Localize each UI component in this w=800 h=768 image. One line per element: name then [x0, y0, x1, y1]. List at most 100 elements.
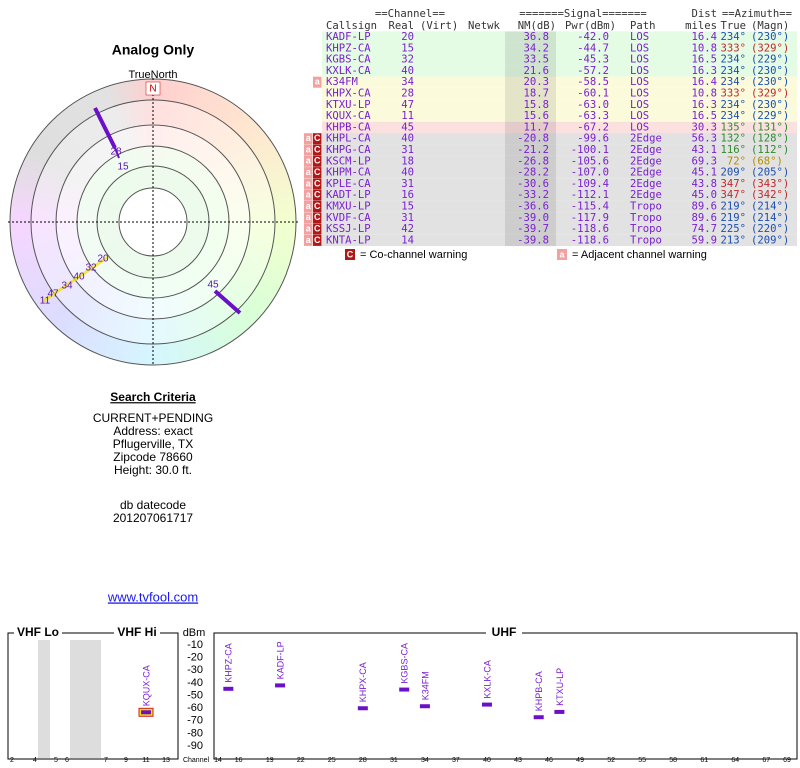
distance: 43.1 — [691, 144, 717, 156]
co-channel-flag: C — [314, 235, 321, 245]
path: 2Edge — [630, 155, 662, 167]
adjacent-icon — [304, 133, 313, 145]
x-tick-label: 6 — [65, 757, 69, 764]
co-channel-text: = Co-channel warning — [360, 249, 467, 261]
row-background — [322, 99, 797, 111]
distance: 43.8 — [691, 178, 717, 190]
path: Tropo — [630, 201, 662, 213]
x-tick-label: 40 — [483, 757, 491, 764]
band-label: UHF — [492, 625, 517, 639]
site-link[interactable]: www.tvfool.com — [107, 589, 198, 604]
azimuth-true: 234° — [720, 65, 746, 77]
callsign: KADF-LP — [326, 31, 371, 43]
vhf-gap — [38, 640, 50, 758]
row-background — [322, 166, 797, 179]
adjacent-flag: a — [306, 156, 312, 166]
real-channel: 16 — [401, 189, 414, 201]
callsign: KGBS-CA — [326, 54, 371, 66]
callsign: KHPB-CA — [326, 121, 371, 133]
x-axis-label: Channel — [183, 757, 210, 764]
power: -112.1 — [571, 189, 609, 201]
co-channel-icon — [313, 133, 322, 145]
noise-margin: -28.2 — [517, 167, 549, 179]
vhf-gap — [70, 640, 101, 758]
azimuth-true: 116° — [720, 144, 746, 156]
power: -60.1 — [577, 88, 609, 100]
azimuth-magnetic: (229°) — [751, 54, 789, 66]
noise-margin: -21.2 — [517, 144, 549, 156]
co-channel-icon — [313, 144, 322, 156]
search-line: CURRENT+PENDING — [93, 411, 213, 425]
co-channel-icon — [313, 234, 322, 246]
real-channel: 34 — [401, 76, 414, 88]
azimuth-true: 219° — [720, 201, 746, 213]
callsign: KNTA-LP — [326, 234, 371, 246]
x-tick-label: 11 — [142, 757, 149, 764]
north-box — [145, 81, 161, 96]
station-spoke — [41, 255, 109, 304]
path: LOS — [630, 42, 649, 54]
co-channel-icon — [313, 201, 322, 212]
row-background — [322, 76, 797, 88]
vhf-frame — [7, 632, 179, 760]
azimuth-magnetic: (205°) — [751, 167, 789, 179]
callsign: KHPZ-CA — [326, 42, 371, 54]
x-tick-label: 49 — [576, 757, 584, 764]
distance: 69.3 — [691, 155, 717, 167]
row-background — [322, 155, 797, 167]
distance: 16.3 — [691, 65, 717, 77]
group-header: ==Channel== — [375, 8, 445, 20]
row-background — [322, 212, 797, 224]
azimuth-magnetic: (329°) — [751, 88, 789, 100]
co-channel-icon — [313, 178, 322, 190]
x-tick-label: 64 — [731, 757, 739, 764]
x-tick-label: 37 — [452, 757, 460, 764]
azimuth-true: 219° — [720, 212, 746, 224]
adjacent-flag: a — [306, 235, 312, 245]
co-channel-flag: C — [314, 178, 321, 188]
adjacent-text: = Adjacent channel warning — [572, 249, 707, 261]
station-spoke — [114, 147, 120, 159]
adjacent-flag: a — [306, 144, 312, 154]
db-line: db datecode — [120, 498, 186, 512]
polar-channel-label: 11 — [40, 296, 51, 307]
row-background — [322, 234, 797, 247]
path: 2Edge — [630, 133, 662, 145]
azimuth-magnetic: (342°) — [751, 189, 789, 201]
azimuth-true: 135° — [720, 121, 746, 133]
noise-margin: -39.7 — [517, 223, 549, 235]
noise-margin: -39.0 — [517, 212, 549, 224]
distance: 74.7 — [691, 223, 717, 235]
azimuth-true: 234° — [720, 54, 746, 66]
polar-channel-label: 15 — [117, 162, 129, 173]
path: Tropo — [630, 223, 662, 235]
distance: 45.1 — [691, 167, 717, 179]
callsign: KHPG-CA — [326, 144, 371, 156]
power: -42.0 — [577, 31, 609, 43]
co-channel-flag: C — [314, 212, 321, 222]
azimuth-magnetic: (230°) — [751, 31, 789, 43]
azimuth-magnetic: (343°) — [751, 178, 789, 190]
azimuth-true: 225° — [720, 223, 746, 235]
y-tick-label: -10 — [187, 639, 203, 651]
station-bar — [554, 709, 565, 714]
station-bar — [399, 687, 410, 692]
path: Tropo — [630, 212, 662, 224]
callsign: KSCM-LP — [326, 155, 371, 167]
station-label: KQUX-CA — [141, 665, 151, 706]
noise-margin: -36.6 — [517, 201, 549, 213]
power: -99.6 — [577, 133, 609, 145]
column-header: (Magn) — [751, 20, 789, 32]
column-header: Path — [630, 20, 656, 32]
real-channel: 42 — [401, 223, 414, 235]
power: -67.2 — [577, 121, 609, 133]
callsign: KHPL-CA — [326, 133, 371, 145]
callsign: KHPM-CA — [326, 167, 371, 179]
polar-channel-label: 40 — [73, 272, 85, 283]
north-label: TrueNorth — [128, 69, 177, 81]
row-background — [322, 42, 797, 54]
azimuth-true: 132° — [720, 133, 746, 145]
azimuth-magnetic: (230°) — [751, 99, 789, 111]
polar-channel-label: 32 — [85, 263, 97, 274]
